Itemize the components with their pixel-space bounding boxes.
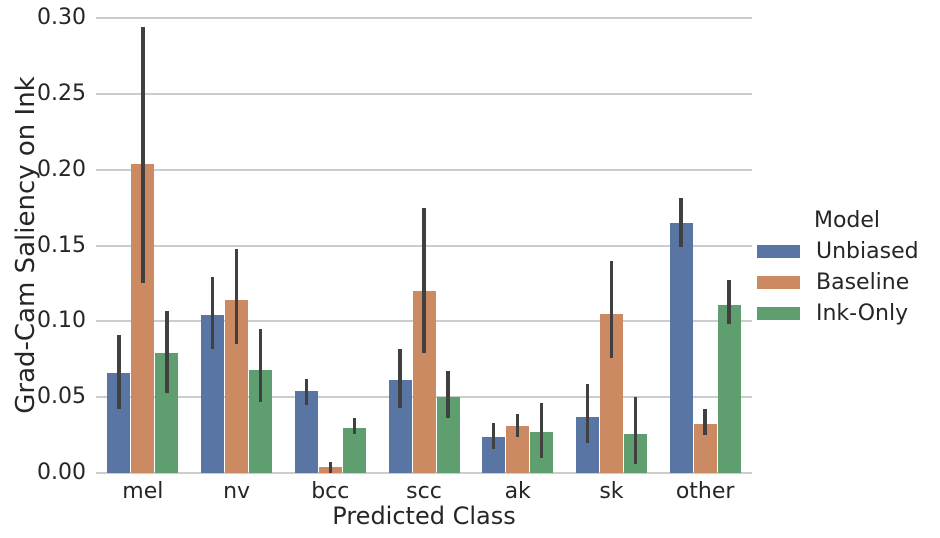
y-tick-label: 0.10 (37, 308, 86, 334)
y-tick-label: 0.05 (37, 384, 86, 410)
legend-entry-baseline: Baseline (752, 267, 940, 298)
bar-other-ink-only (717, 304, 741, 473)
x-tick-label-scc: scc (406, 479, 442, 504)
error-bar-nv-ink-only (258, 328, 263, 402)
bar-scc-baseline (412, 291, 436, 473)
error-bar-nv-baseline (234, 248, 239, 345)
plot-area (96, 17, 752, 474)
bar-other-unbiased (669, 222, 693, 473)
gridline-y-0.30 (96, 17, 752, 19)
bar-sk-baseline (599, 313, 623, 473)
legend-swatch-baseline (757, 276, 800, 289)
x-tick-label-other: other (675, 479, 735, 504)
error-bar-scc-baseline (422, 207, 426, 354)
error-bar-bcc-baseline (328, 462, 333, 473)
legend-label-unbiased: Unbiased (816, 239, 919, 264)
error-bar-ak-baseline (515, 413, 520, 437)
x-tick-label-ak: ak (504, 479, 531, 504)
legend-entry-ink-only: Ink-Only (752, 298, 940, 329)
y-tick-label: 0.15 (37, 232, 86, 258)
x-tick-label-sk: sk (599, 479, 624, 504)
error-bar-mel-baseline (141, 27, 145, 284)
bar-mel-baseline (131, 163, 155, 473)
y-tick-label: 0.30 (37, 5, 86, 30)
bar-ak-unbiased (482, 436, 506, 473)
legend-swatch-ink-only (757, 307, 800, 320)
bar-bcc-ink-only (342, 427, 366, 473)
error-bar-sk-baseline (609, 260, 614, 358)
legend-swatch-unbiased (757, 245, 800, 258)
bar-other-baseline (693, 424, 717, 473)
y-tick-label: 0.25 (37, 80, 86, 106)
legend-title: Model (813, 208, 881, 233)
error-bar-other-baseline (703, 409, 707, 436)
legend-entries: Unbiased Baseline Ink-Only (752, 236, 940, 329)
error-bar-mel-ink-only (165, 310, 169, 393)
y-tick-label: 0.00 (37, 460, 86, 485)
error-bar-other-ink-only (727, 280, 731, 325)
error-bar-sk-ink-only (633, 397, 638, 464)
legend-label-ink-only: Ink-Only (816, 301, 909, 326)
error-bar-scc-ink-only (446, 371, 450, 419)
error-bar-sk-unbiased (585, 383, 590, 443)
gridline-y-0.00 (96, 472, 752, 474)
error-bar-bcc-unbiased (304, 378, 309, 405)
bar-nv-ink-only (249, 369, 273, 473)
error-bar-ak-ink-only (539, 403, 544, 458)
error-bar-scc-unbiased (398, 348, 402, 408)
error-bar-ak-unbiased (491, 422, 496, 449)
x-axis-label: Predicted Class (332, 502, 516, 530)
error-bar-bcc-ink-only (352, 418, 357, 434)
bar-scc-unbiased (388, 380, 412, 473)
bar-bcc-unbiased (294, 391, 318, 473)
error-bar-nv-unbiased (210, 277, 215, 349)
bar-ak-baseline (506, 425, 530, 473)
bar-scc-ink-only (436, 397, 460, 473)
bar-mel-unbiased (107, 372, 131, 473)
x-tick-label-mel: mel (122, 479, 164, 504)
error-bar-other-unbiased (679, 198, 683, 247)
legend-label-baseline: Baseline (816, 270, 910, 295)
gridline-y-0.25 (96, 92, 752, 95)
bar-nv-unbiased (201, 315, 225, 473)
error-bar-mel-unbiased (117, 334, 121, 410)
legend: Model Unbiased Baseline Ink-Only (752, 206, 940, 329)
bar-sk-unbiased (575, 416, 599, 473)
bar-mel-ink-only (155, 353, 179, 473)
bar-nv-baseline (225, 300, 249, 473)
legend-entry-unbiased: Unbiased (752, 236, 940, 267)
x-tick-label-nv: nv (223, 479, 251, 504)
x-tick-label-bcc: bcc (311, 479, 350, 504)
y-tick-label: 0.20 (37, 156, 86, 182)
gridline-y-0.20 (96, 168, 752, 171)
